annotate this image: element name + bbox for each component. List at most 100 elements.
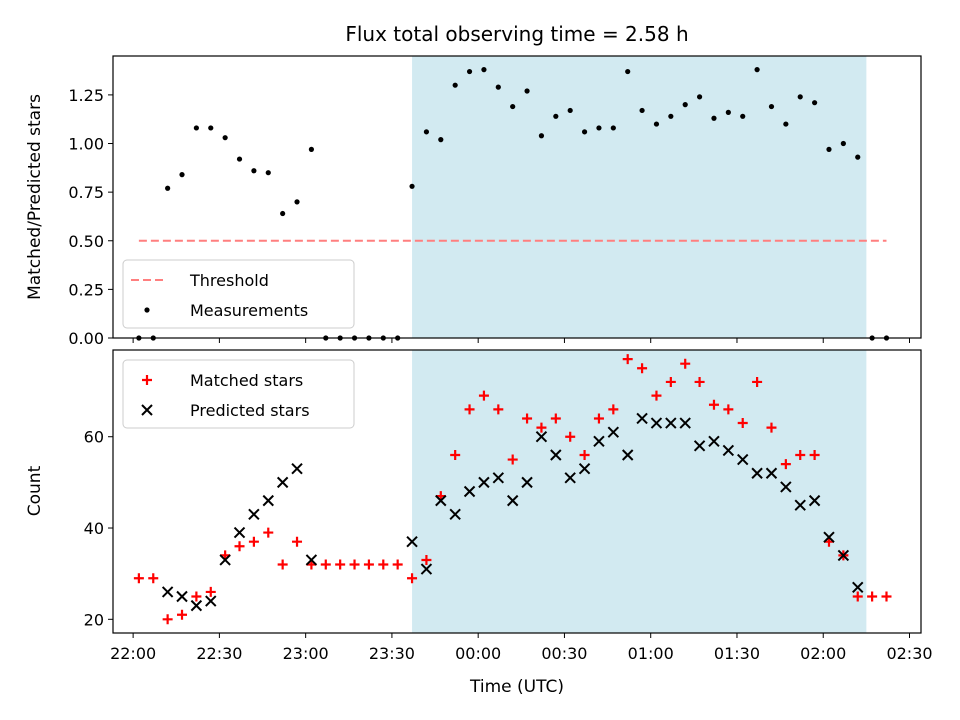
matched-point	[637, 363, 648, 374]
measurement-point	[768, 103, 775, 110]
matched-point	[464, 404, 475, 415]
y-tick-label: 0.50	[68, 232, 104, 251]
predicted-point	[722, 444, 735, 457]
predicted-point	[765, 467, 778, 479]
measurement-point	[251, 168, 257, 174]
predicted-point	[435, 494, 447, 507]
predicted-point	[262, 494, 274, 507]
measurement-point	[423, 129, 430, 135]
series-predicted-stars	[161, 412, 864, 612]
predicted-point	[550, 449, 562, 461]
predicted-point	[837, 549, 850, 562]
matched-point	[133, 573, 144, 584]
predicted-point	[593, 435, 605, 447]
x-tick-label: 23:00	[283, 644, 329, 663]
matched-point	[867, 591, 878, 602]
predicted-point	[535, 431, 548, 443]
measurement-point	[754, 67, 760, 73]
matched-point	[565, 431, 576, 442]
matched-point	[392, 559, 403, 570]
measurement-point	[855, 154, 861, 160]
predicted-point	[406, 536, 418, 548]
matched-point	[795, 449, 806, 460]
legend-box	[122, 359, 355, 429]
axes-frame	[112, 55, 922, 339]
series-matched-stars	[133, 354, 892, 625]
matched-point	[579, 449, 590, 460]
matched-point	[407, 573, 418, 584]
measurement-point	[740, 113, 746, 119]
measurement-point	[208, 125, 214, 131]
matched-point	[522, 413, 533, 424]
measurement-point	[610, 125, 616, 131]
x-tick-label: 00:00	[455, 644, 501, 663]
predicted-point	[161, 586, 174, 598]
measurement-point	[668, 113, 674, 119]
measurement-point	[409, 183, 415, 189]
x-tick-label: 22:30	[196, 644, 242, 663]
predicted-point	[305, 554, 318, 566]
measurement-point	[826, 146, 832, 152]
measurement-point	[639, 107, 645, 114]
matched-point	[378, 559, 389, 570]
y-axis-label: Matched/Predicted stars	[25, 94, 45, 300]
count-panel: 22:00 22:30 23:00 23:30 00:00 00:30 01:00 01:30…	[25, 349, 933, 663]
matched-point	[450, 449, 461, 460]
predicted-point	[506, 494, 519, 507]
matched-point	[881, 591, 892, 602]
predicted-point	[737, 453, 749, 466]
predicted-point	[233, 526, 246, 539]
measurement-point	[840, 140, 846, 147]
predicted-point	[636, 412, 648, 425]
x-tick-label: 02:00	[800, 644, 846, 663]
measurement-point	[280, 210, 286, 217]
legend-box	[122, 259, 355, 329]
predicted-point	[190, 599, 203, 612]
measurement-point	[653, 121, 660, 127]
matched-point	[177, 609, 188, 620]
matched-point	[737, 418, 748, 429]
legend-marker-dot	[144, 307, 150, 313]
predicted-point	[564, 472, 576, 484]
ratio-panel: 0.00 0.25 0.50 0.75 1.00 1.25 Matched/Predicte…	[25, 55, 922, 348]
y-tick-label: 1.00	[68, 135, 104, 154]
measurement-point	[696, 94, 703, 100]
matched-point	[191, 591, 202, 602]
y-axis-label: Count	[25, 465, 45, 516]
measurement-point	[797, 94, 803, 100]
measurement-point	[596, 125, 602, 131]
measurement-point	[725, 109, 731, 115]
matched-point	[852, 591, 863, 602]
y-tick-label: 0.75	[68, 183, 104, 202]
matched-point	[766, 422, 777, 433]
series-measurements	[136, 67, 890, 341]
predicted-point	[276, 476, 289, 489]
measurement-point	[294, 199, 300, 205]
legend-label: Threshold	[189, 271, 269, 290]
matched-point	[263, 527, 274, 538]
legend-label: Matched stars	[190, 371, 303, 390]
y-tick-label: 0.25	[68, 280, 104, 299]
matched-point	[723, 404, 734, 415]
matched-point	[651, 390, 662, 401]
predicted-point	[291, 462, 303, 475]
matched-point	[708, 399, 719, 410]
x-tick-label: 01:00	[628, 644, 674, 663]
predicted-point	[219, 554, 231, 566]
x-tick-label: 23:30	[369, 644, 415, 663]
legend-label: Predicted stars	[190, 401, 310, 420]
matched-point	[507, 454, 518, 465]
predicted-point	[794, 499, 806, 511]
matched-point	[622, 354, 633, 365]
predicted-point	[248, 508, 260, 521]
predicted-point	[650, 417, 663, 429]
observing-window-shade	[412, 350, 867, 633]
matched-point	[363, 559, 374, 570]
matched-point	[277, 559, 288, 570]
x-tick-label: 00:30	[541, 644, 587, 663]
measurement-point	[625, 68, 631, 75]
measurement-point	[553, 113, 559, 119]
predicted-point	[823, 531, 835, 543]
y-tick-label: 40	[84, 519, 104, 538]
